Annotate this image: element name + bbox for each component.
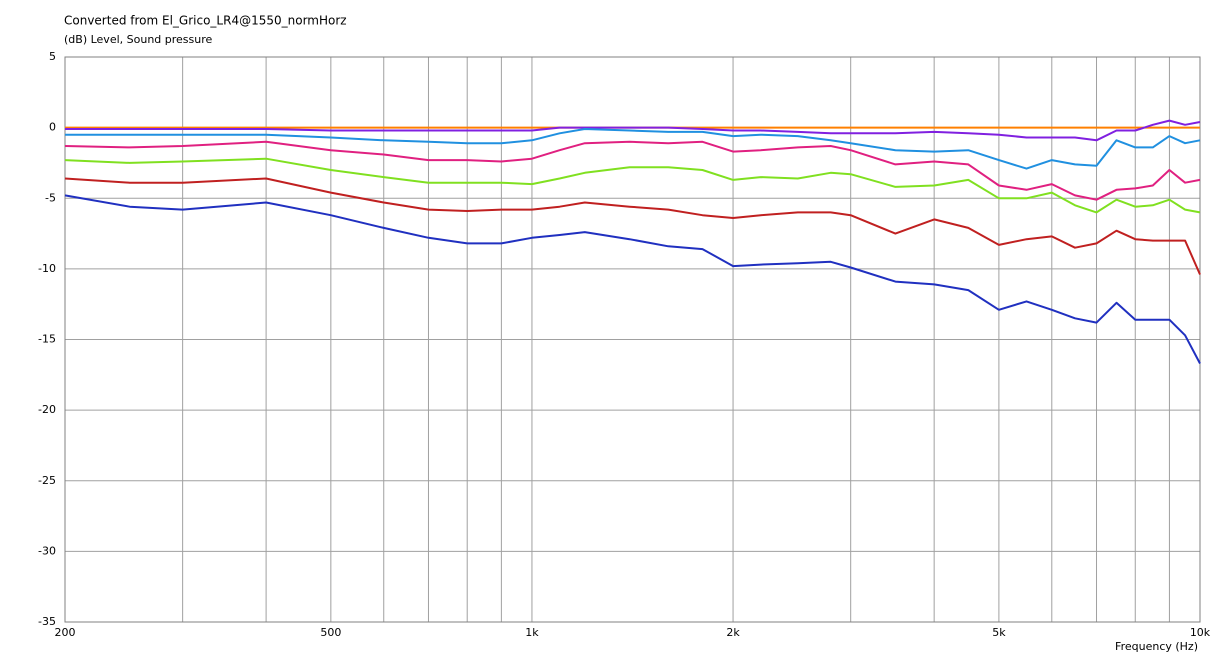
y-tick-label: -10 [38,262,56,275]
chart-title: Converted from El_Grico_LR4@1550_normHor… [64,14,347,28]
y-axis-label: (dB) Level, Sound pressure [64,33,213,46]
y-tick-label: 0 [49,121,56,134]
y-tick-label: -5 [45,191,56,204]
x-tick-label: 200 [55,626,76,639]
series-line [64,177,1201,275]
y-tick-label: -30 [38,544,56,557]
series-line [65,128,1201,170]
x-tick-label: 2k [726,626,740,639]
series-line [64,157,1201,214]
x-tick-label: 5k [992,626,1006,639]
x-tick-label: 1k [525,626,539,639]
y-tick-label: -20 [38,403,56,416]
series-line [64,194,1201,364]
y-tick-label: -35 [38,615,56,628]
plot-frame [64,56,1201,623]
series-line [65,119,1201,142]
x-tick-label: 10k [1190,626,1211,639]
y-tick-label: -25 [38,474,56,487]
y-tick-label: -15 [38,333,56,346]
x-axis-label: Frequency (Hz) [1115,640,1198,653]
x-tick-label: 500 [320,626,341,639]
series-line [64,140,1201,201]
y-tick-label: 5 [49,50,56,63]
